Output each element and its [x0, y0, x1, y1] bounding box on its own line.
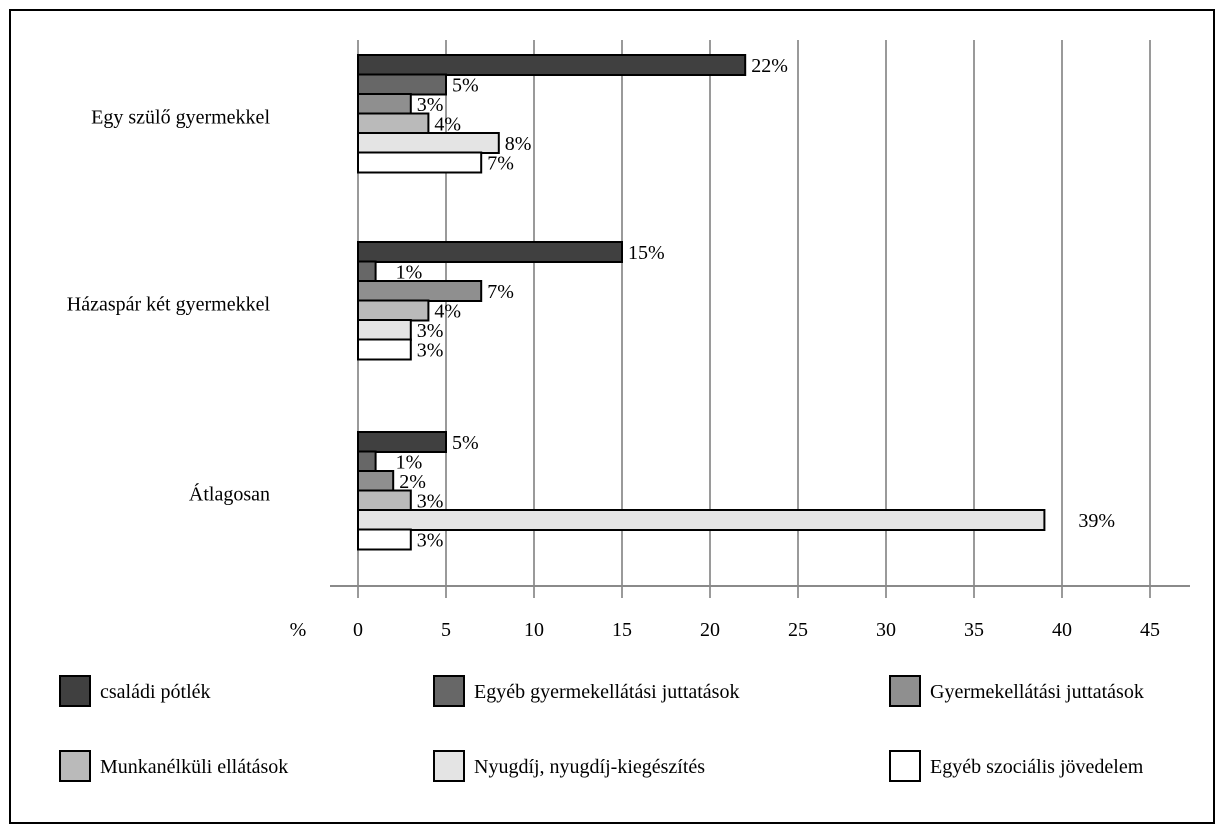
bar [357, 280, 483, 302]
category-label: Egy szülő gyermekkel [91, 107, 270, 129]
x-tick-label: 20 [700, 619, 720, 641]
bar [357, 132, 500, 154]
category-label: Házaspár két gyermekkel [67, 294, 271, 316]
legend-label: Munkanélküli ellátások [100, 756, 288, 778]
data-label: 22% [751, 55, 788, 77]
data-label: 8% [505, 133, 532, 155]
data-label: 3% [417, 320, 444, 342]
x-axis: % 0 5 10 15 20 25 30 35 40 45 [290, 585, 1190, 641]
x-tick-label: 40 [1052, 619, 1072, 641]
legend-swatch [889, 750, 921, 782]
legend-label: családi pótlék [100, 681, 211, 703]
data-label: 2% [399, 471, 426, 493]
bar [357, 241, 623, 263]
x-tick-label: 30 [876, 619, 896, 641]
bar [357, 112, 430, 135]
data-label: 5% [452, 432, 479, 454]
data-label: 4% [434, 114, 461, 136]
x-tick-label: 15 [612, 619, 632, 641]
legend-swatch [889, 675, 921, 707]
data-label: 3% [417, 530, 444, 552]
data-label: 4% [434, 301, 461, 323]
data-label: 1% [396, 262, 423, 284]
value-labels: 22%5%3%4%8%7%15%1%7%4%3%3%5%1%2%3%39%3% [396, 55, 1115, 552]
data-label: 7% [487, 281, 514, 303]
x-tick-label: 0 [353, 619, 363, 641]
bar [357, 260, 377, 283]
bars [357, 54, 1046, 551]
legend-swatch [433, 675, 465, 707]
legend-label: Egyéb szociális jövedelem [930, 756, 1144, 778]
data-label: 39% [1078, 510, 1115, 532]
category-label: Átlagosan [189, 483, 270, 506]
legend-label: Egyéb gyermekellátási juttatások [474, 681, 739, 703]
bar [357, 73, 447, 96]
x-axis-label: % [290, 619, 307, 641]
x-tick-label: 25 [788, 619, 808, 641]
legend: családi pótlék Egyéb gyermekellátási jutt… [59, 675, 1144, 782]
legend-label: Gyermekellátási juttatások [930, 681, 1144, 703]
x-tick-label: 5 [441, 619, 451, 641]
x-tick-label: 45 [1140, 619, 1160, 641]
bar [357, 489, 412, 512]
bar [357, 450, 377, 473]
data-label: 15% [628, 242, 665, 264]
bar [357, 509, 1046, 531]
data-label: 3% [417, 94, 444, 116]
data-label: 7% [487, 153, 514, 175]
bar [357, 93, 412, 115]
bar [357, 319, 412, 341]
bar [357, 528, 412, 551]
bar [357, 54, 747, 76]
x-tick-label: 35 [964, 619, 984, 641]
bar [357, 299, 430, 322]
data-label: 3% [417, 491, 444, 513]
data-label: 5% [452, 75, 479, 97]
legend-swatch [433, 750, 465, 782]
bar [357, 338, 412, 361]
data-label: 3% [417, 340, 444, 362]
bar [357, 470, 395, 492]
data-label: 1% [396, 452, 423, 474]
legend-label: Nyugdíj, nyugdíj-kiegészítés [474, 756, 705, 778]
bar [357, 151, 483, 174]
bar [357, 431, 447, 453]
legend-swatch [59, 675, 91, 707]
chart-frame [9, 9, 1215, 824]
legend-swatch [59, 750, 91, 782]
x-tick-label: 10 [524, 619, 544, 641]
category-labels: Egy szülő gyermekkel Házaspár két gyermek… [67, 107, 271, 506]
